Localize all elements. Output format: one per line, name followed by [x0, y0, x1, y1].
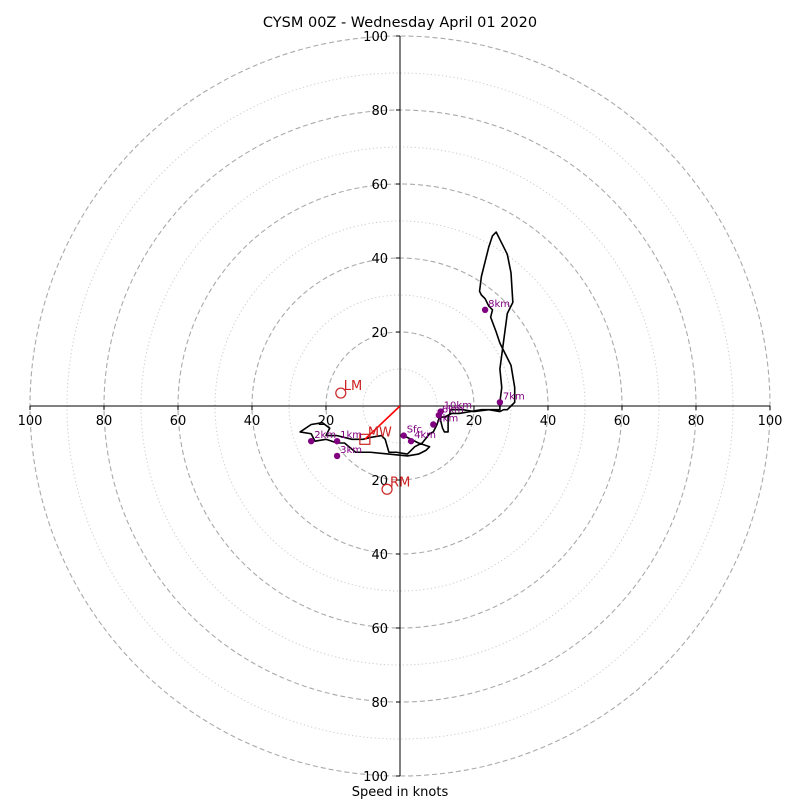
height-marker-label: 3km — [340, 445, 362, 456]
storm-motion-label: RM — [390, 475, 410, 490]
x-tick-label: 40 — [540, 414, 557, 429]
x-tick-label: 20 — [318, 414, 335, 429]
height-marker-label: 4km — [414, 430, 436, 441]
chart-title: CYSM 00Z - Wednesday April 01 2020 — [263, 15, 537, 31]
y-tick-label: 60 — [371, 178, 388, 193]
right-mover-marker — [381, 483, 393, 495]
x-tick-label: 20 — [466, 414, 483, 429]
height-marker-label: 7km — [503, 391, 525, 402]
height-marker-point — [481, 306, 489, 313]
y-tick-label: 100 — [363, 770, 388, 785]
height-marker-point — [333, 452, 341, 460]
height-marker-point — [333, 437, 341, 445]
x-tick-label: 40 — [244, 414, 261, 429]
y-tick-label: 40 — [371, 252, 388, 267]
y-tick-label: 40 — [371, 548, 388, 563]
height-marker-point — [437, 408, 444, 415]
storm-motion: LM RM MW — [335, 379, 410, 495]
tick-labels: 100 80 60 40 20 20 40 60 80 100 100 80 60 40 20 20 40 60 8… — [18, 30, 783, 785]
y-tick-label: 80 — [371, 104, 388, 119]
height-marker-point — [308, 437, 315, 445]
x-tick-label: 60 — [170, 414, 187, 429]
y-tick-label: 20 — [371, 326, 388, 341]
x-tick-label: 100 — [18, 414, 43, 429]
x-tick-label: 60 — [614, 414, 631, 429]
x-tick-label: 80 — [688, 414, 705, 429]
x-tick-label: 100 — [758, 414, 783, 429]
y-tick-label: 100 — [363, 30, 388, 45]
hodograph-line — [299, 231, 516, 457]
mean-wind-marker — [359, 433, 371, 445]
height-marker-label: 2km — [314, 430, 336, 441]
height-marker-label: 1km — [340, 430, 362, 441]
hodograph-trace — [299, 231, 516, 457]
y-tick-label: 80 — [371, 696, 388, 711]
left-mover-marker — [335, 387, 347, 399]
y-tick-label: 60 — [371, 622, 388, 637]
height-marker-point — [407, 437, 415, 445]
height-marker-label: 10km — [444, 401, 472, 412]
x-axis-label: Speed in knots — [352, 785, 449, 800]
height-marker-point — [400, 432, 407, 439]
height-marker-label: 5km — [436, 414, 458, 425]
storm-motion-label: LM — [344, 379, 362, 394]
storm-motion-label: MW — [368, 425, 392, 440]
height-marker-point — [496, 399, 504, 406]
y-tick-label: 20 — [371, 474, 388, 489]
height-marker-label: Sfc — [407, 425, 422, 436]
height-marker-label: 8km — [488, 299, 510, 310]
height-marker-label: 6km — [442, 404, 464, 415]
mean-wind-vector — [364, 405, 401, 440]
height-marker-point — [430, 421, 437, 428]
x-tick-label: 80 — [96, 414, 113, 429]
